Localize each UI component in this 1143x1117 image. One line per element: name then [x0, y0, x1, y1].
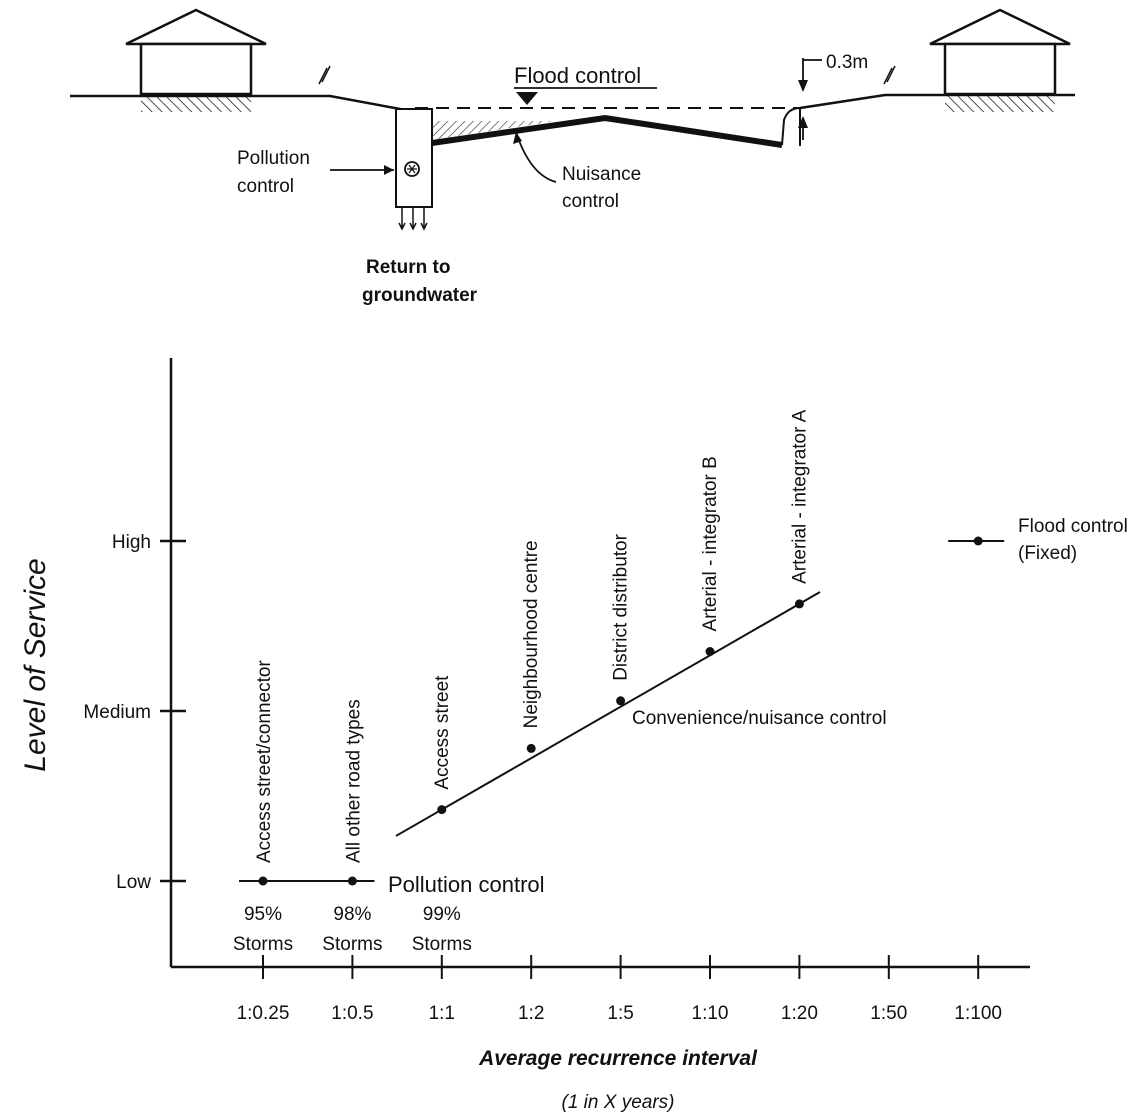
x-tick-label: 1:20 — [781, 1003, 818, 1024]
nuisance-control-point — [527, 744, 536, 753]
x-tick-label: 1:0.25 — [237, 1003, 290, 1024]
y-tick-label: High — [112, 532, 151, 553]
return-label-1: Return to — [366, 257, 450, 278]
point-label: Access street/connector — [254, 660, 275, 863]
storm-label: Storms — [412, 934, 472, 955]
cross-section: Flood control 0.3m Pollution control Nui… — [70, 10, 1075, 306]
y-tick-label: Medium — [83, 702, 151, 723]
pollution-control-point — [348, 877, 357, 886]
nuisance-control-label-2: control — [562, 191, 619, 212]
storm-label: Storms — [322, 934, 382, 955]
nuisance-control-label-1: Nuisance — [562, 164, 641, 185]
x-tick-label: 1:1 — [429, 1003, 455, 1024]
soakage-pit — [396, 109, 432, 229]
point-label: Arterial - integrator B — [700, 456, 721, 631]
storm-percent-label: 98% — [333, 904, 371, 925]
flood-control-series-label: Flood control — [1018, 516, 1128, 537]
x-tick-label: 1:5 — [607, 1003, 633, 1024]
x-tick-label: 1:100 — [954, 1003, 1002, 1024]
nuisance-control-point — [437, 805, 446, 814]
infiltration-arrows-icon — [399, 208, 427, 229]
pollution-control-label-2: control — [237, 176, 294, 197]
point-label: Arterial - integrator A — [789, 409, 810, 584]
storm-percent-label: 95% — [244, 904, 282, 925]
pollution-control-point — [259, 877, 268, 886]
water-level-icon — [516, 92, 538, 105]
clearance-label: 0.3m — [826, 52, 868, 73]
flood-control-series-sublabel: (Fixed) — [1018, 543, 1077, 564]
x-tick-label: 1:0.5 — [331, 1003, 373, 1024]
nuisance-control-point — [616, 696, 625, 705]
x-tick-label: 1:10 — [692, 1003, 729, 1024]
point-label: District distributor — [611, 533, 632, 680]
right-house-icon — [930, 10, 1070, 112]
x-tick-label: 1:2 — [518, 1003, 544, 1024]
point-label: Neighbourhood centre — [521, 540, 542, 728]
pollution-control-series-label: Pollution control — [388, 872, 545, 897]
point-label: All other road types — [343, 699, 364, 863]
x-tick-label: 1:50 — [870, 1003, 907, 1024]
storm-label: Storms — [233, 934, 293, 955]
nuisance-control-point — [795, 599, 804, 608]
flood-control-point — [974, 537, 983, 546]
x-axis-subtitle: (1 in X years) — [562, 1092, 675, 1113]
x-axis-title: Average recurrence interval — [478, 1047, 758, 1070]
level-of-service-chart: Low Medium High 1:0.25 1:0.5 1:1 1:2 1:5 1:10 1:… — [19, 358, 1128, 1113]
flood-control-label: Flood control — [514, 63, 641, 88]
point-label: Access street — [432, 675, 453, 790]
y-tick-label: Low — [116, 872, 151, 893]
y-axis-title: Level of Service — [19, 558, 52, 771]
clearance-dimension — [798, 58, 822, 140]
pollution-control-label-1: Pollution — [237, 148, 310, 169]
nuisance-control-point — [706, 647, 715, 656]
return-label-2: groundwater — [362, 285, 478, 306]
nuisance-control-series-label: Convenience/nuisance control — [632, 708, 887, 729]
storm-percent-label: 99% — [423, 904, 461, 925]
kerb — [782, 108, 800, 146]
